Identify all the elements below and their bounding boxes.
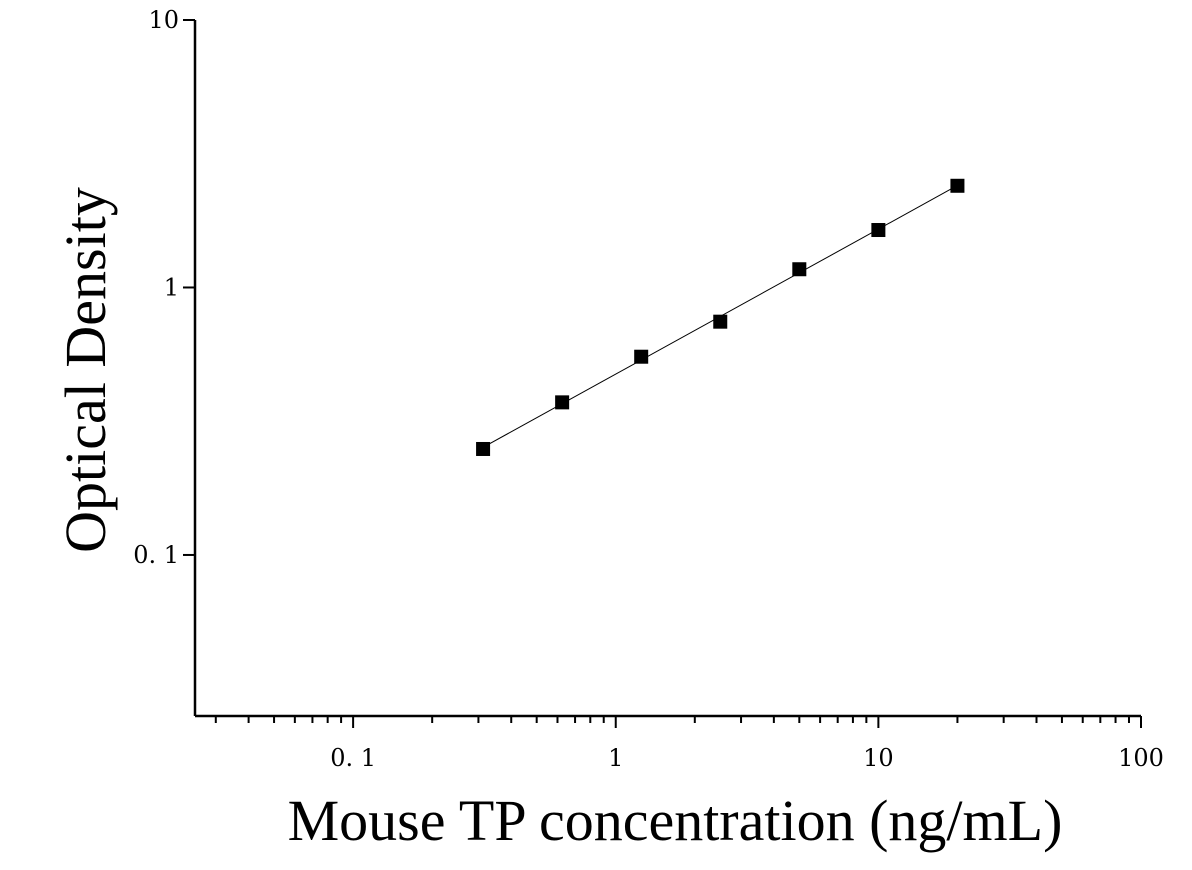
axes xyxy=(183,19,1142,728)
y-tick-label: 10 xyxy=(148,6,179,34)
x-tick-label: 1 xyxy=(608,744,623,772)
data-point xyxy=(476,441,491,456)
data-points xyxy=(476,178,965,456)
y-tick-label: 0. 1 xyxy=(133,541,179,569)
tick-labels: 0. 1 1 10 100 0. 1 1 10 xyxy=(133,6,1164,772)
x-tick-label: 0. 1 xyxy=(330,744,376,772)
y-axis-title: Optical Density xyxy=(53,187,118,553)
data-point xyxy=(792,262,807,277)
data-point xyxy=(634,349,649,364)
x-tick-label: 10 xyxy=(863,744,894,772)
x-axis-title: Mouse TP concentration (ng/mL) xyxy=(288,788,1063,853)
data-point xyxy=(950,178,965,193)
data-point xyxy=(555,395,570,410)
y-tick-label: 1 xyxy=(164,273,179,301)
data-point xyxy=(871,223,886,238)
x-tick-label: 100 xyxy=(1118,744,1164,772)
data-point xyxy=(713,314,728,329)
